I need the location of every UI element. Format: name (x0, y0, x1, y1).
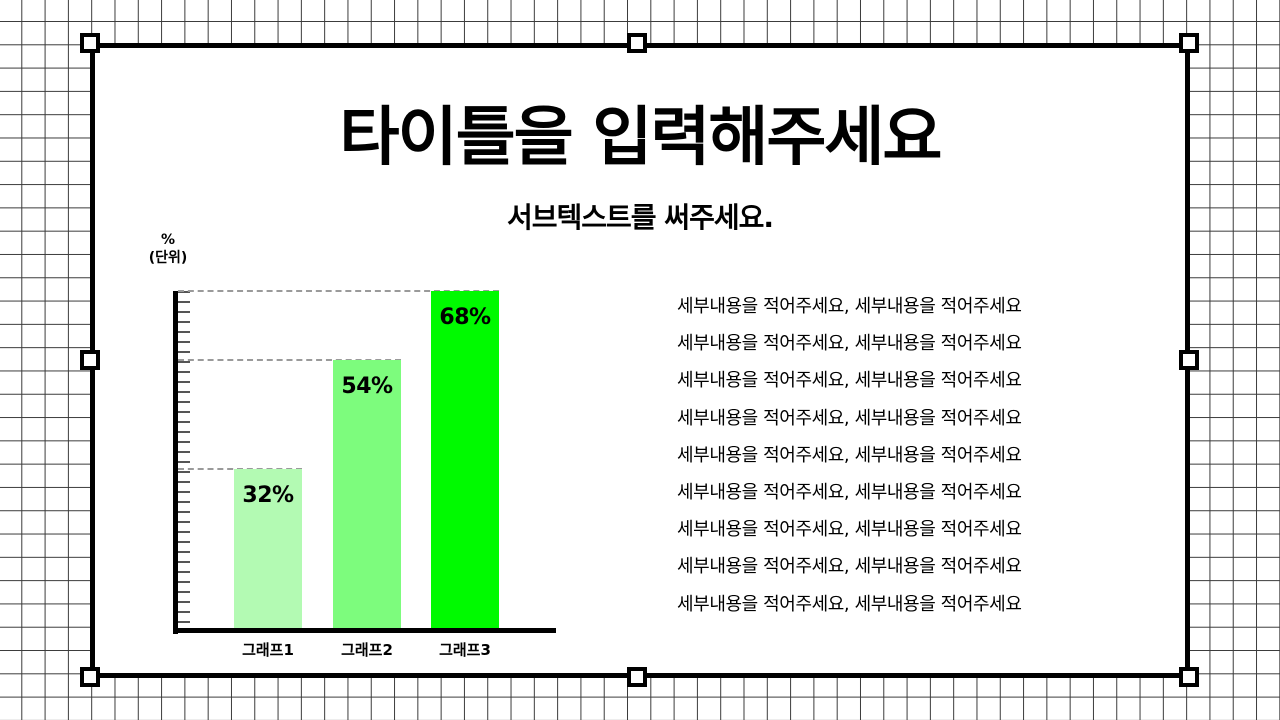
y-axis-tick (178, 561, 190, 563)
resize-handle-bottom-left[interactable] (80, 667, 100, 687)
y-axis-tick (178, 341, 190, 343)
y-axis-tick (178, 511, 190, 513)
y-axis-tick (178, 501, 190, 503)
y-axis-tick (178, 461, 190, 463)
y-axis-tick (178, 421, 190, 423)
y-axis-tick (178, 551, 190, 553)
y-axis-tick (178, 451, 190, 453)
guide-line (178, 359, 401, 361)
detail-line: 세부내용을 적어주세요, 세부내용을 적어주세요 (677, 593, 1022, 615)
y-axis-tick (178, 411, 190, 413)
slide-frame[interactable]: 타이틀을 입력해주세요 서브텍스트를 써주세요. % (단위) 32% 54% … (90, 43, 1190, 678)
unit-symbol: % (160, 232, 176, 248)
detail-line: 세부내용을 적어주세요, 세부내용을 적어주세요 (677, 519, 1022, 541)
y-axis-tick (178, 351, 190, 353)
resize-handle-top-left[interactable] (80, 33, 100, 53)
resize-handle-middle-left[interactable] (80, 350, 100, 370)
y-axis-tick (178, 431, 190, 433)
x-label-graph3: 그래프3 (439, 641, 491, 659)
y-axis-tick (178, 361, 190, 363)
detail-text-block[interactable]: 세부내용을 적어주세요, 세부내용을 적어주세요 세부내용을 적어주세요, 세부… (677, 288, 1117, 623)
y-axis (173, 291, 178, 634)
detail-line: 세부내용을 적어주세요, 세부내용을 적어주세요 (677, 556, 1022, 578)
detail-line: 세부내용을 적어주세요, 세부내용을 적어주세요 (677, 481, 1022, 503)
y-axis-tick (178, 581, 190, 583)
y-axis-tick (178, 291, 190, 293)
detail-line: 세부내용을 적어주세요, 세부내용을 적어주세요 (677, 333, 1022, 355)
y-axis-tick (178, 541, 190, 543)
unit-text: (단위) (148, 250, 188, 267)
y-axis-tick (178, 401, 190, 403)
slide-title[interactable]: 타이틀을 입력해주세요 (339, 101, 943, 175)
y-axis-tick (178, 321, 190, 323)
bar-graph2[interactable]: 54% (333, 360, 401, 628)
bar-graph3[interactable]: 68% (431, 291, 499, 628)
y-axis-tick (178, 531, 190, 533)
resize-handle-bottom-right[interactable] (1179, 667, 1199, 687)
resize-handle-middle-right[interactable] (1179, 350, 1199, 370)
y-axis-unit-label: % (단위) (143, 231, 193, 267)
detail-line: 세부내용을 적어주세요, 세부내용을 적어주세요 (677, 407, 1022, 429)
bar-value-label: 54% (341, 374, 393, 399)
y-axis-tick (178, 571, 190, 573)
y-axis-tick (178, 301, 190, 303)
y-axis-tick (178, 481, 190, 483)
bar-graph1[interactable]: 32% (234, 469, 302, 628)
bar-chart[interactable]: 32% 54% 68% 그래프1 그래프2 그래프3 (173, 290, 558, 659)
detail-line: 세부내용을 적어주세요, 세부내용을 적어주세요 (677, 444, 1022, 466)
y-axis-tick (178, 331, 190, 333)
x-label-graph1: 그래프1 (242, 641, 294, 659)
guide-line (178, 290, 499, 292)
y-axis-tick (178, 371, 190, 373)
resize-handle-top-center[interactable] (627, 33, 647, 53)
resize-handle-top-right[interactable] (1179, 33, 1199, 53)
y-axis-tick (178, 591, 190, 593)
y-axis-tick (178, 621, 190, 623)
resize-handle-bottom-center[interactable] (627, 667, 647, 687)
bar-value-label: 32% (242, 483, 294, 508)
y-axis-tick (178, 391, 190, 393)
y-axis-tick (178, 521, 190, 523)
y-axis-tick (178, 491, 190, 493)
slide-subtitle[interactable]: 서브텍스트를 써주세요. (507, 201, 774, 234)
y-axis-tick (178, 611, 190, 613)
x-axis (173, 628, 556, 633)
y-axis-tick (178, 381, 190, 383)
y-axis-tick (178, 601, 190, 603)
x-label-graph2: 그래프2 (341, 641, 393, 659)
detail-line: 세부내용을 적어주세요, 세부내용을 적어주세요 (677, 296, 1022, 317)
detail-line: 세부내용을 적어주세요, 세부내용을 적어주세요 (677, 370, 1022, 392)
y-axis-tick (178, 471, 190, 473)
y-axis-tick (178, 441, 190, 443)
y-axis-tick (178, 311, 190, 313)
bar-value-label: 68% (439, 305, 491, 330)
